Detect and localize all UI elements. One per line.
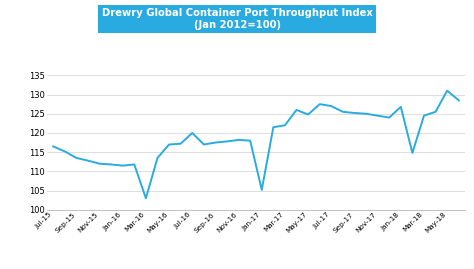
- Text: Drewry Global Container Port Throughput Index
(Jan 2012=100): Drewry Global Container Port Throughput …: [101, 8, 373, 30]
